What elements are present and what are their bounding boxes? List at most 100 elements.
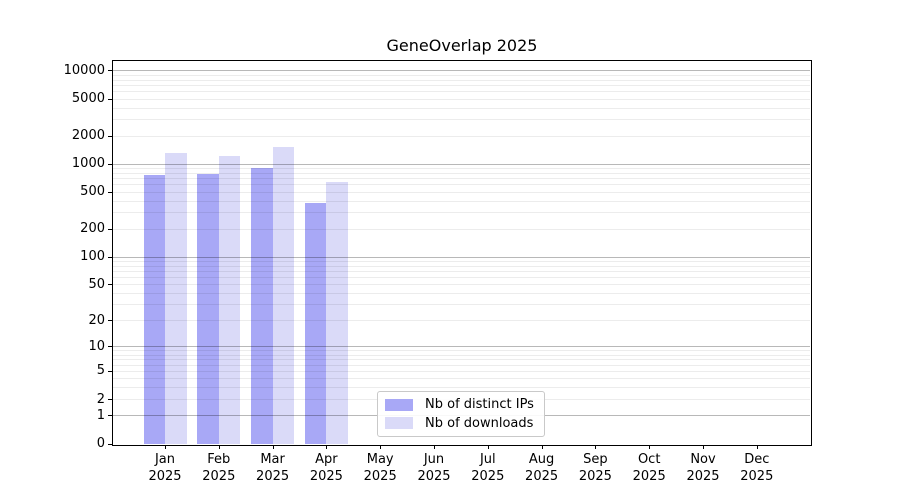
- gridline-minor: [113, 378, 810, 380]
- x-axis-tick: [649, 445, 651, 449]
- x-tick-label: Jan 2025: [148, 452, 182, 484]
- x-tick-label: May 2025: [363, 452, 397, 484]
- y-axis-tick: [108, 346, 112, 348]
- x-tick-label: Oct 2025: [632, 452, 666, 484]
- gridline-minor: [113, 74, 810, 76]
- legend-label: Nb of downloads: [425, 415, 534, 431]
- y-tick-label: 10: [88, 338, 105, 354]
- gridline-minor: [113, 178, 810, 180]
- gridline-minor: [113, 79, 810, 81]
- x-tick-label: Feb 2025: [202, 452, 236, 484]
- y-axis-tick: [108, 228, 112, 230]
- y-axis-tick: [108, 163, 112, 165]
- x-axis-tick: [703, 445, 704, 449]
- gridline-minor: [113, 260, 810, 262]
- gridline-minor: [113, 350, 810, 352]
- y-axis-tick: [108, 320, 112, 322]
- y-tick-label: 50: [88, 276, 105, 292]
- gridline-minor: [113, 270, 810, 272]
- gridline-minor: [113, 191, 810, 193]
- gridline-minor: [113, 304, 810, 306]
- gridline-minor: [113, 354, 810, 356]
- gridline-minor: [113, 364, 810, 366]
- y-tick-label: 200: [80, 221, 105, 237]
- gridline-minor: [113, 387, 810, 389]
- x-axis-tick: [272, 445, 274, 449]
- y-tick-label: 20: [88, 312, 105, 328]
- gridline-minor: [113, 228, 810, 230]
- gridline-minor: [113, 91, 810, 93]
- y-tick-label: 500: [80, 184, 105, 200]
- bar-downloads-apr: [326, 182, 348, 444]
- bar-distinct-ips-apr: [304, 202, 327, 444]
- x-axis-tick: [218, 445, 220, 449]
- gridline-major: [113, 346, 810, 348]
- y-axis-tick: [108, 191, 112, 193]
- legend-row: Nb of distinct IPs: [385, 397, 537, 412]
- gridline-minor: [113, 84, 810, 86]
- y-tick-label: 10000: [63, 62, 105, 78]
- x-tick-label: Nov 2025: [686, 452, 720, 484]
- y-axis-tick: [108, 98, 112, 100]
- y-tick-label: 5: [96, 363, 105, 379]
- y-axis-tick: [108, 70, 112, 72]
- x-axis-tick: [380, 445, 382, 449]
- y-tick-label: 1: [96, 407, 105, 423]
- x-tick-label: Aug 2025: [525, 452, 559, 484]
- x-tick-label: Jul 2025: [471, 452, 505, 484]
- gridline-minor: [113, 265, 810, 267]
- y-axis-tick: [108, 370, 112, 372]
- gridline-minor: [113, 359, 810, 361]
- y-tick-label: 0: [96, 436, 105, 451]
- bar-downloads-feb: [218, 156, 241, 444]
- gridline-minor: [113, 107, 810, 109]
- bar-downloads-jan: [165, 153, 187, 444]
- gridline-minor: [113, 184, 810, 186]
- plot-area: [112, 60, 812, 446]
- gridline-minor: [113, 200, 810, 202]
- gridline-major: [113, 70, 810, 72]
- x-tick-label: Jun 2025: [417, 452, 451, 484]
- gridline-minor: [113, 98, 810, 100]
- x-axis-tick: [487, 445, 489, 449]
- x-axis-tick: [165, 445, 166, 449]
- y-axis-tick: [108, 135, 112, 137]
- y-axis-tick: [108, 443, 112, 445]
- x-tick-label: Sep 2025: [578, 452, 612, 484]
- gridline-minor: [113, 167, 810, 169]
- bar-downloads-mar: [272, 147, 295, 444]
- y-tick-label: 2000: [71, 128, 105, 144]
- gridline-minor: [113, 212, 810, 214]
- x-axis-tick: [756, 445, 758, 449]
- y-axis-tick: [108, 399, 112, 400]
- gridline-minor: [113, 119, 810, 121]
- y-tick-label: 1000: [71, 156, 105, 172]
- y-tick-label: 2: [96, 391, 105, 407]
- gridline-minor: [113, 277, 810, 279]
- gridline-minor: [113, 135, 810, 137]
- x-axis-tick: [541, 445, 543, 449]
- legend-label: Nb of distinct IPs: [425, 397, 534, 413]
- legend-swatch-icon: [385, 398, 413, 411]
- y-axis-tick: [108, 284, 112, 286]
- gridline-minor: [113, 172, 810, 174]
- gridline-minor: [113, 320, 810, 322]
- gridline-minor: [113, 293, 810, 295]
- x-axis-tick: [595, 445, 597, 449]
- bar-distinct-ips-mar: [251, 167, 273, 444]
- gridline-minor: [113, 370, 810, 372]
- y-tick-label: 100: [80, 249, 105, 265]
- gridline-major: [113, 256, 810, 258]
- x-tick-label: Dec 2025: [740, 452, 774, 484]
- x-axis-tick: [434, 445, 435, 449]
- bar-distinct-ips-feb: [197, 173, 219, 444]
- y-tick-label: 5000: [71, 91, 105, 107]
- legend: Nb of distinct IPs Nb of downloads: [377, 391, 545, 437]
- y-axis-tick: [108, 256, 112, 258]
- legend-swatch-icon: [385, 417, 413, 430]
- gridline-minor: [113, 284, 810, 286]
- x-tick-label: Mar 2025: [256, 452, 290, 484]
- gridline-major: [113, 163, 810, 165]
- bar-distinct-ips-jan: [143, 175, 165, 444]
